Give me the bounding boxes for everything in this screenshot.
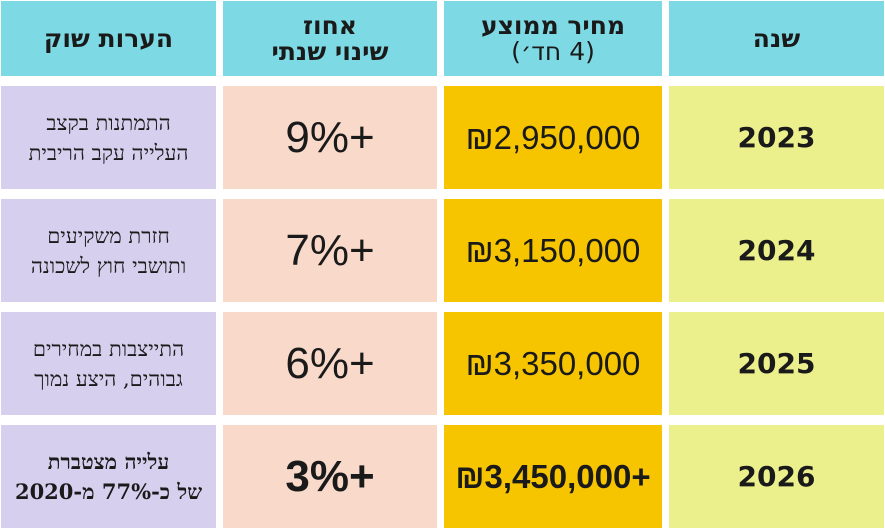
annual-change: 7%+ bbox=[285, 225, 375, 275]
year-cell: 2023 bbox=[669, 86, 884, 189]
header-text: שינוי שנתי bbox=[271, 36, 389, 66]
header-cell: הערות שוק bbox=[1, 1, 216, 76]
change-cell: 9%+ bbox=[223, 86, 437, 189]
change-cell: 6%+ bbox=[223, 312, 437, 415]
price-cell: ₪3,350,000 bbox=[444, 312, 662, 415]
year: 2026 bbox=[737, 460, 816, 493]
annual-change: 6%+ bbox=[285, 338, 375, 388]
year: 2024 bbox=[737, 234, 816, 267]
header-cell: מחיר ממוצע (4 חד׳) bbox=[444, 1, 662, 76]
year-cell: 2026 bbox=[669, 425, 884, 528]
header-text: שנה bbox=[752, 23, 801, 53]
price: ₪3,350,000 bbox=[465, 344, 641, 382]
year: 2025 bbox=[737, 347, 816, 380]
market-note: העלייה עקב הריבית bbox=[28, 140, 189, 165]
market-note: של כ-77% מ-2020 bbox=[14, 478, 203, 504]
notes-cell: עלייה מצטברת של כ-77% מ-2020 bbox=[1, 425, 216, 528]
price-cell: ₪2,950,000 bbox=[444, 86, 662, 189]
market-note: ותושבי חוץ לשכונה bbox=[30, 253, 187, 278]
change-cell: 7%+ bbox=[223, 199, 437, 302]
year-cell: 2025 bbox=[669, 312, 884, 415]
change-cell: 3%+ bbox=[223, 425, 437, 528]
price: ₪3,450,000+ bbox=[455, 457, 651, 495]
market-note: גבוהים, היצע נמוך bbox=[34, 366, 183, 391]
price: ₪2,950,000 bbox=[465, 118, 641, 156]
market-note: עלייה מצטברת bbox=[47, 448, 170, 474]
market-note: התמתנות בקצב bbox=[46, 110, 171, 135]
notes-cell: התמתנות בקצב העלייה עקב הריבית bbox=[1, 86, 216, 189]
header-cell: אחוז שינוי שנתי bbox=[223, 1, 437, 76]
market-note: חזרת משקיעים bbox=[47, 223, 170, 248]
header-text: אחוז bbox=[303, 10, 357, 40]
notes-cell: חזרת משקיעים ותושבי חוץ לשכונה bbox=[1, 199, 216, 302]
price: ₪3,150,000 bbox=[465, 231, 641, 269]
price-cell: ₪3,450,000+ bbox=[444, 425, 662, 528]
year: 2023 bbox=[737, 121, 816, 154]
annual-change: 9%+ bbox=[285, 112, 375, 162]
year-cell: 2024 bbox=[669, 199, 884, 302]
market-note: התייצבות במחירים bbox=[32, 336, 185, 361]
header-text: (4 חד׳) bbox=[511, 36, 595, 66]
annual-change: 3%+ bbox=[285, 451, 375, 501]
price-cell: ₪3,150,000 bbox=[444, 199, 662, 302]
header-cell: שנה bbox=[669, 1, 884, 76]
notes-cell: התייצבות במחירים גבוהים, היצע נמוך bbox=[1, 312, 216, 415]
header-text: הערות שוק bbox=[43, 23, 174, 53]
header-text: מחיר ממוצע bbox=[480, 10, 626, 40]
